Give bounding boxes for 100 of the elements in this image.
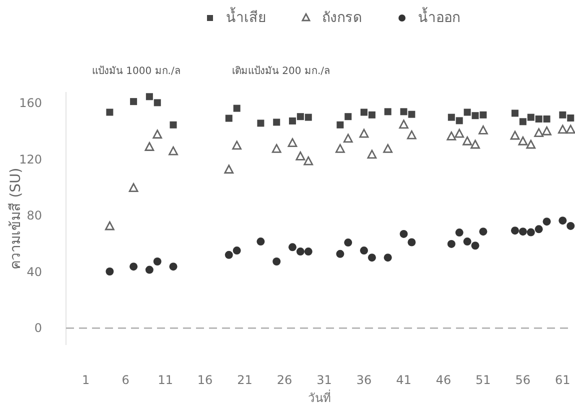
point [567, 114, 574, 122]
point [154, 99, 161, 106]
point [272, 144, 282, 153]
point [233, 104, 240, 112]
point [454, 128, 464, 138]
point [535, 115, 542, 122]
x-tick-label: 36 [356, 373, 372, 387]
point [343, 134, 353, 143]
point [128, 183, 138, 192]
point [256, 238, 265, 246]
point [400, 108, 408, 116]
point [145, 266, 154, 274]
point [304, 248, 312, 256]
y-tick-label: 40 [26, 264, 42, 279]
y-axis-title: ความเข้มสี (SU) [8, 168, 24, 270]
point [288, 117, 296, 124]
point [106, 267, 114, 276]
point [400, 230, 408, 238]
point [478, 125, 488, 134]
text: แป้งมัน 1000 มก./ล [92, 65, 180, 77]
point [519, 118, 526, 126]
x-tick-label: 41 [396, 373, 412, 387]
y-tick-label: 160 [19, 96, 42, 110]
point [225, 114, 232, 122]
point [336, 250, 344, 258]
point [296, 113, 304, 120]
point [446, 131, 456, 140]
point [462, 136, 472, 146]
point [344, 113, 352, 120]
point [534, 128, 544, 138]
point [106, 108, 114, 116]
x-tick-label: 21 [237, 373, 252, 387]
x-tick-label: 56 [515, 373, 531, 387]
legend-label: ถังกรด [322, 10, 362, 26]
point [368, 111, 376, 118]
x-tick-label: 26 [276, 373, 292, 387]
point [336, 121, 344, 128]
point [232, 140, 242, 150]
y-tick-label: 80 [26, 208, 42, 223]
point [479, 228, 488, 236]
point [510, 226, 519, 235]
point [471, 242, 480, 250]
point [384, 254, 392, 262]
point [448, 114, 455, 121]
point [169, 262, 178, 271]
point [406, 130, 416, 140]
point [534, 225, 543, 234]
point [368, 254, 376, 262]
point [566, 222, 575, 230]
point [359, 128, 369, 138]
point [518, 228, 527, 236]
point [224, 164, 234, 174]
point [480, 111, 487, 118]
point [360, 246, 368, 255]
point [526, 228, 535, 236]
point [105, 221, 114, 230]
x-axis-title: วันที่ [308, 389, 331, 405]
point [399, 120, 408, 129]
point [168, 146, 178, 156]
point [472, 112, 479, 120]
point [526, 140, 536, 149]
point [144, 142, 154, 151]
point [304, 156, 314, 166]
point [527, 114, 534, 121]
point [272, 258, 281, 266]
point [304, 114, 312, 121]
point [335, 144, 345, 153]
x-tick-label: 16 [197, 373, 213, 387]
x-tick-label: 6 [122, 373, 130, 387]
point [447, 240, 456, 248]
point [153, 258, 162, 266]
point [566, 124, 575, 134]
point [130, 262, 138, 271]
point [170, 121, 177, 128]
point [456, 117, 463, 124]
point [511, 110, 518, 117]
point [464, 108, 471, 116]
point [257, 120, 264, 127]
point [384, 108, 392, 116]
point [463, 238, 472, 246]
y-tick-label: 0 [34, 321, 42, 336]
point [383, 144, 393, 153]
legend-label: น้ำเสีย [226, 7, 266, 26]
x-tick-label: 51 [476, 373, 491, 387]
point [296, 151, 306, 160]
x-tick-label: 1 [82, 373, 90, 387]
y-tick-label: 120 [19, 152, 42, 166]
point [360, 108, 368, 116]
point [367, 150, 377, 159]
x-tick-label: 31 [316, 373, 332, 387]
point [510, 130, 520, 140]
point [558, 216, 567, 225]
point [130, 98, 138, 106]
point [408, 110, 416, 118]
point [232, 246, 241, 255]
point [558, 124, 568, 134]
x-tick-label: 46 [436, 373, 452, 387]
point [146, 93, 153, 100]
text: เติมแป้งมัน 200 มก./ล [232, 65, 330, 77]
point [288, 243, 296, 252]
